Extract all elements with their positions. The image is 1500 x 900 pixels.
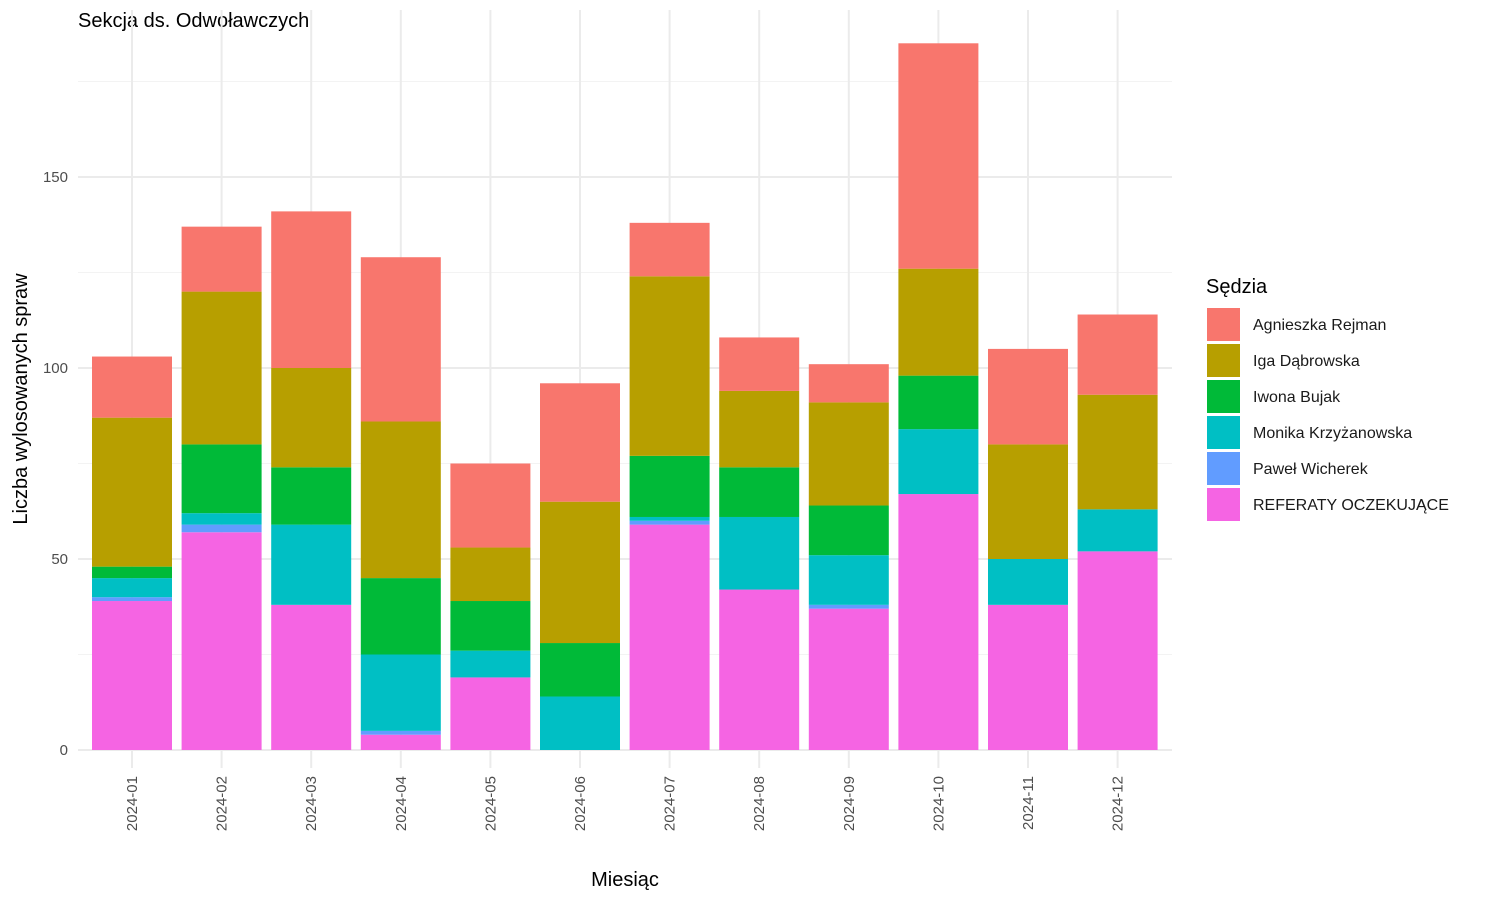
- legend-key: [1207, 380, 1240, 413]
- bar-segment: [450, 677, 531, 750]
- bar-segment: [450, 650, 531, 678]
- bar-segment: [898, 494, 979, 750]
- bar-segment: [719, 337, 800, 391]
- bar-segment: [540, 696, 620, 750]
- bar-segment: [450, 601, 531, 651]
- bar-segment: [540, 501, 620, 644]
- bar-segment: [988, 604, 1068, 750]
- bar-segment: [629, 524, 710, 750]
- legend-label: Paweł Wicherek: [1253, 461, 1369, 478]
- bar-segment: [629, 276, 710, 456]
- bar-segment: [181, 532, 262, 750]
- bar-segment: [629, 516, 710, 521]
- x-tick-label: 2024-02: [214, 776, 231, 831]
- x-tick-label: 2024-03: [303, 776, 320, 831]
- bar-segment: [360, 734, 441, 750]
- bar-segment: [540, 383, 620, 502]
- bar-segment: [181, 291, 262, 445]
- bar-segment: [988, 444, 1068, 559]
- bar-segment: [450, 547, 531, 602]
- bar-segment: [181, 444, 262, 514]
- bar-segment: [271, 467, 352, 525]
- y-axis-ticks: 0 50 100 150: [43, 169, 68, 759]
- bar-segment: [92, 356, 172, 418]
- bar-segment: [360, 730, 441, 735]
- x-tick-label: 2024-11: [1020, 776, 1037, 830]
- x-tick-label: 2024-07: [662, 776, 679, 831]
- legend-label: Agnieszka Rejman: [1253, 317, 1386, 334]
- y-tick-label: 100: [43, 360, 68, 377]
- bar-segment: [360, 421, 441, 579]
- x-axis-title: Miesiąc: [591, 869, 659, 891]
- bar-segment: [719, 589, 800, 750]
- bar-segment: [988, 348, 1068, 445]
- bar-segment: [808, 555, 889, 605]
- bar-segment: [540, 643, 620, 697]
- bar-segment: [1077, 551, 1158, 750]
- legend-label: REFERATY OCZEKUJĄCE: [1253, 497, 1449, 514]
- x-tick-label: 2024-12: [1110, 776, 1127, 831]
- legend-title: Sędzia: [1206, 276, 1268, 298]
- legend-key: [1207, 416, 1240, 449]
- bar-segment: [629, 520, 710, 525]
- bar-segment: [360, 578, 441, 655]
- bar-segment: [271, 524, 352, 605]
- bar-segment: [898, 429, 979, 495]
- bar-segment: [360, 257, 441, 422]
- bar-segment: [181, 226, 262, 292]
- bar-segment: [181, 513, 262, 525]
- legend-key: [1207, 308, 1240, 341]
- bar-segment: [271, 368, 352, 468]
- bar-segment: [719, 390, 800, 468]
- bar-segment: [898, 43, 979, 269]
- bar-segment: [360, 654, 441, 731]
- bar-segment: [92, 578, 172, 598]
- legend-label: Monika Krzyżanowska: [1253, 425, 1412, 442]
- legend-label: Iga Dąbrowska: [1253, 353, 1360, 370]
- bar-segment: [450, 463, 531, 548]
- bar-segment: [808, 364, 889, 403]
- bar-segment: [92, 417, 172, 567]
- bar-segment: [629, 455, 710, 517]
- bar-segment: [808, 608, 889, 750]
- x-tick-label: 2024-08: [751, 776, 768, 831]
- bar-segment: [808, 402, 889, 506]
- chart-title: Sekcja ds. Odwoławczych: [78, 10, 309, 32]
- bar-segment: [988, 559, 1068, 605]
- bar-segment: [629, 222, 710, 277]
- y-tick-label: 0: [60, 742, 68, 759]
- y-tick-label: 50: [51, 551, 68, 568]
- x-tick-label: 2024-06: [572, 776, 589, 831]
- bar-segment: [808, 505, 889, 556]
- bars: [92, 43, 1158, 750]
- bar-segment: [898, 375, 979, 430]
- bar-segment: [719, 516, 800, 590]
- bar-segment: [1077, 314, 1158, 395]
- bar-segment: [719, 467, 800, 517]
- x-tick-label: 2024-05: [482, 776, 499, 831]
- x-axis-ticks: 2024-01 2024-02 2024-03 2024-04 2024-05 2024-…: [124, 776, 1127, 831]
- bar-segment: [181, 524, 262, 533]
- x-tick-label: 2024-01: [124, 776, 141, 831]
- bar-segment: [898, 268, 979, 376]
- x-tick-label: 2024-10: [930, 776, 947, 831]
- bar-segment: [92, 601, 172, 750]
- bar-segment: [1077, 394, 1158, 510]
- legend-key: [1207, 488, 1240, 521]
- x-tick-label: 2024-09: [841, 776, 858, 831]
- bar-segment: [808, 604, 889, 609]
- legend-key: [1207, 344, 1240, 377]
- bar-segment: [271, 211, 352, 368]
- legend-key: [1207, 452, 1240, 485]
- legend-label: Iwona Bujak: [1253, 389, 1341, 406]
- bar-segment: [1077, 509, 1158, 552]
- x-tick-label: 2024-04: [393, 776, 410, 831]
- y-axis-title: Liczba wylosowanych spraw: [10, 273, 32, 525]
- bar-segment: [271, 604, 352, 750]
- bar-segment: [92, 566, 172, 579]
- y-tick-label: 150: [43, 169, 68, 186]
- bar-segment: [92, 597, 172, 602]
- legend: Sędzia Agnieszka Rejman Iga Dąbrowska Iwon…: [1206, 276, 1449, 521]
